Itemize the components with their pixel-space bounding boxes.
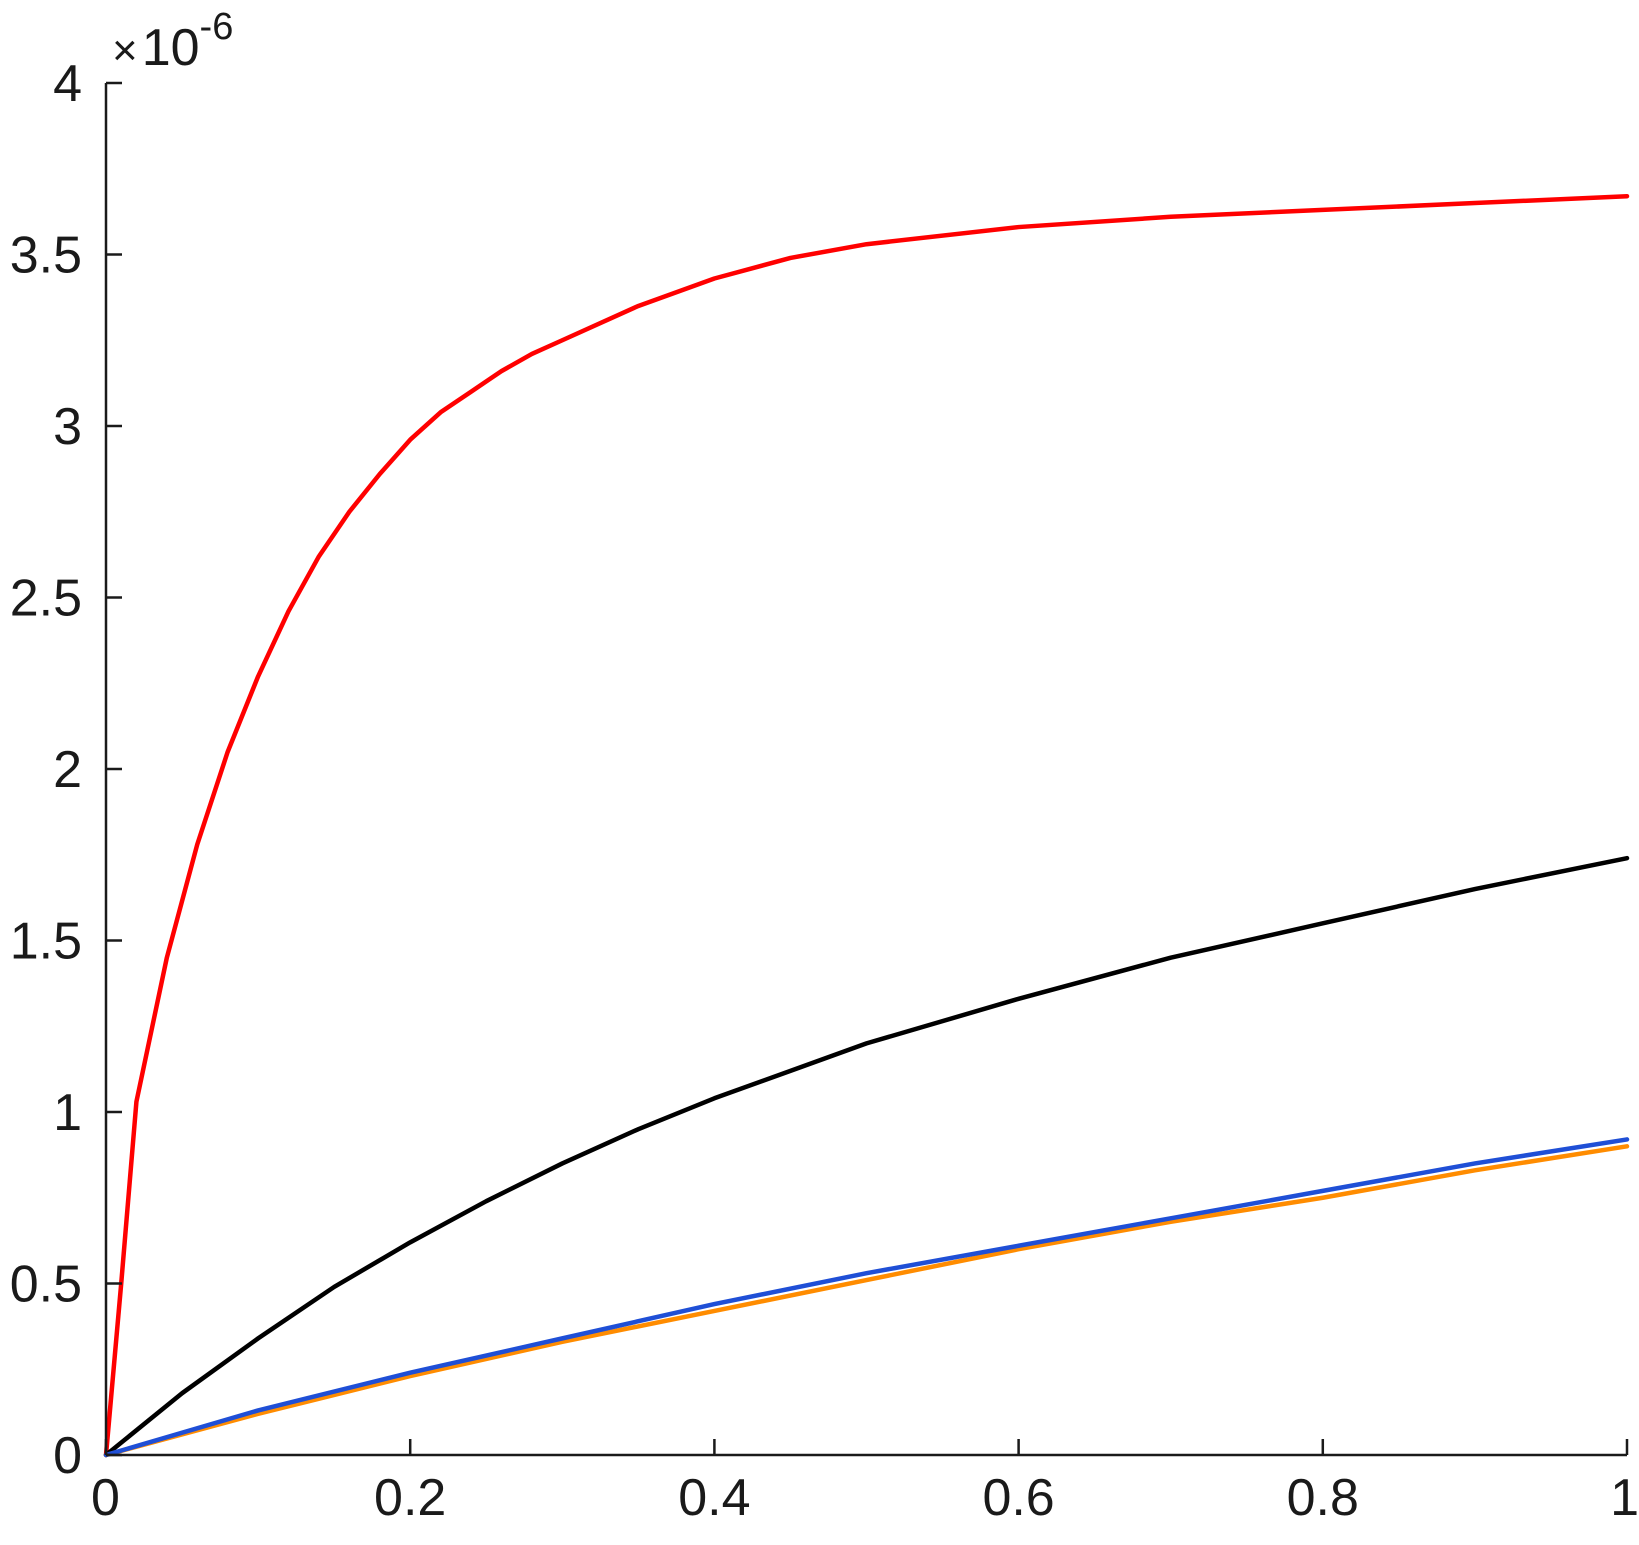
x-ticks: 0 0.2 0.4 0.6 0.8 1 [91,1439,1639,1527]
x-tick-label: 0.8 [1287,1469,1359,1527]
series-line-3 [103,1144,1630,1458]
y-tick-label: 4 [53,55,82,113]
plot-series [103,193,1630,1458]
series-line-1 [103,193,1630,1458]
exponent-base: 10 [142,19,200,77]
x-tick-label: 0.6 [982,1469,1054,1527]
exponent-symbol: × [112,26,138,75]
svg-text:×10-6: ×10-6 [112,6,233,77]
x-tick-label: 0.2 [374,1469,446,1527]
x-tick-label: 1 [1610,1469,1639,1527]
exponent-power: -6 [200,6,234,48]
axes [104,83,1627,1457]
y-tick-label: 2 [53,741,82,799]
series-line-2 [103,855,1630,1458]
y-tick-label: 1.5 [10,913,82,971]
y-tick-label: 0.5 [10,1256,82,1314]
y-tick-label: 3.5 [10,227,82,285]
y-tick-label: 0 [53,1427,82,1485]
x-tick-label: 0 [91,1469,120,1527]
y-tick-label: 1 [53,1084,82,1142]
series-line-4 [103,1137,1630,1458]
x-tick-label: 0.4 [678,1469,750,1527]
y-tick-label: 2.5 [10,570,82,628]
y-tick-label: 3 [53,398,82,456]
y-ticks: 0 0.5 1 1.5 2 2.5 3 3.5 4 [10,55,122,1485]
y-exponent-label: ×10-6 [112,6,233,77]
